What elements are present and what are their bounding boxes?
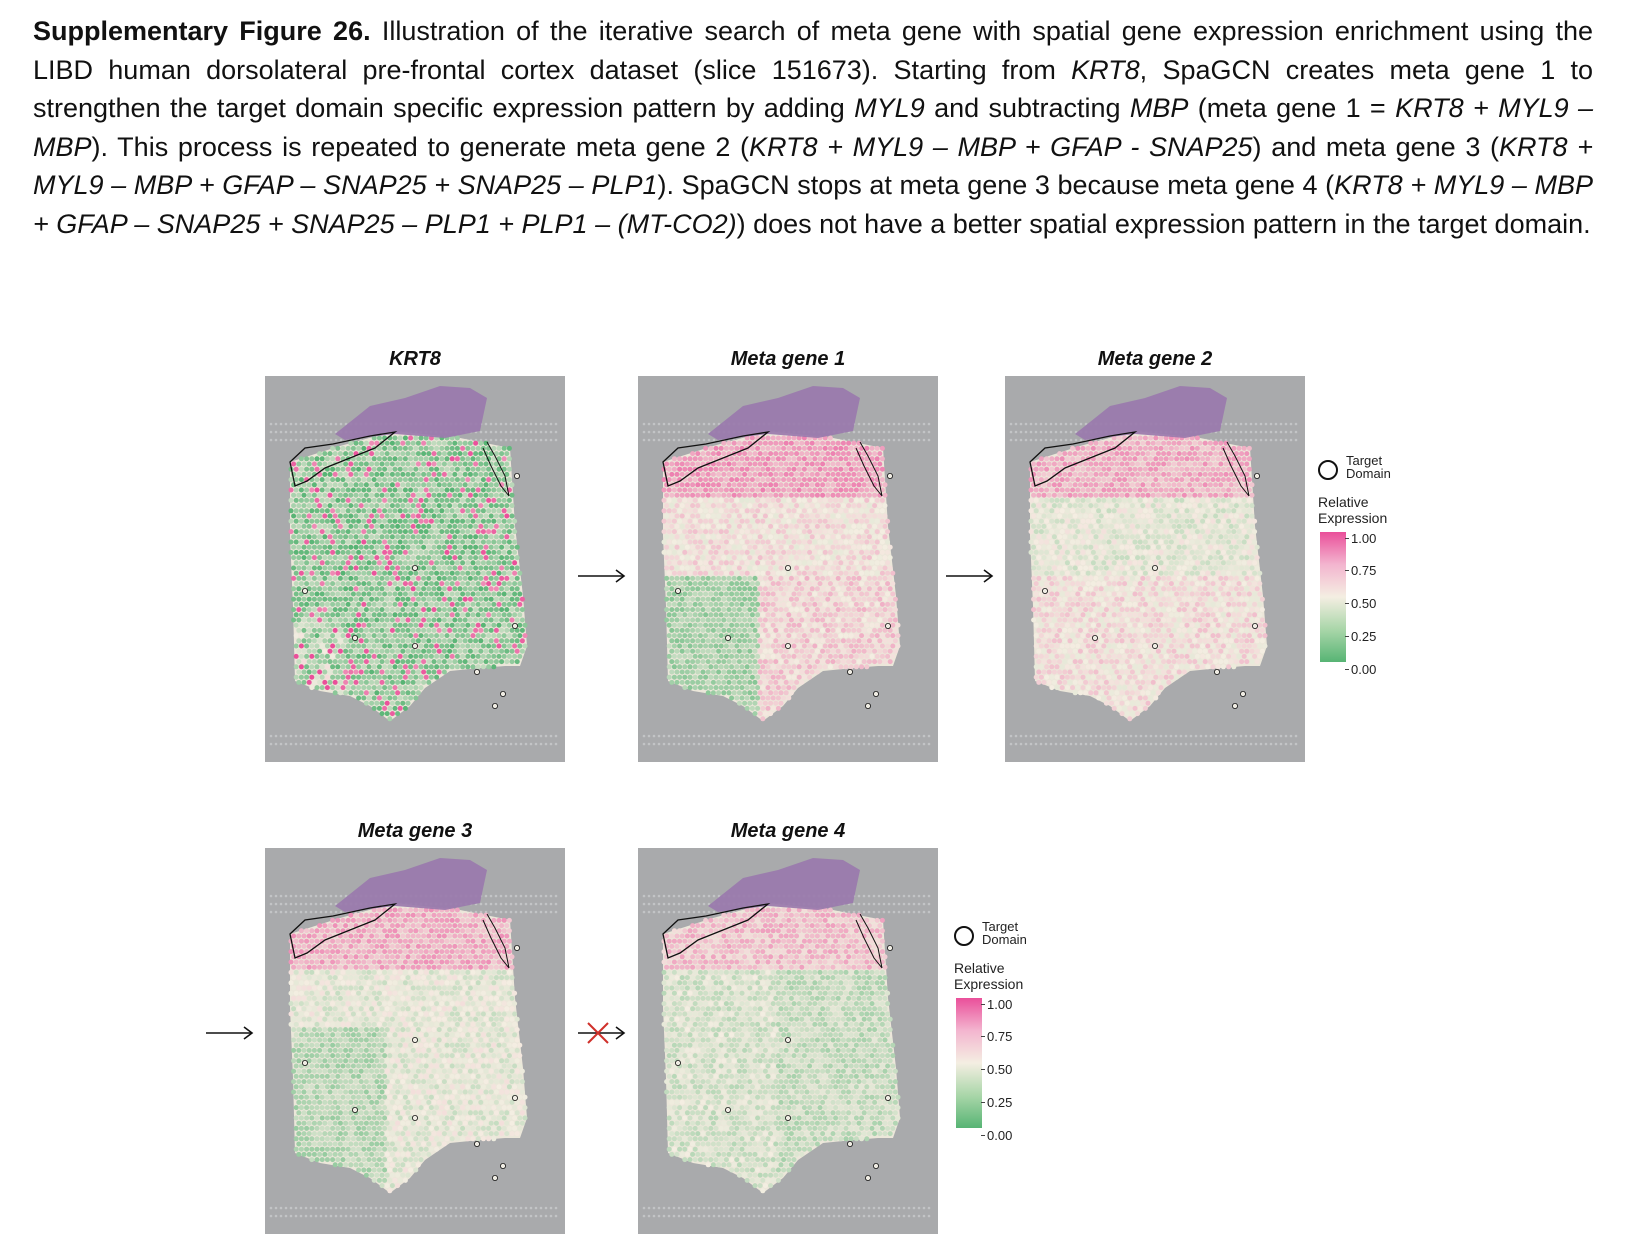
- colorbar-tick: 0.75: [1344, 563, 1377, 578]
- colorbar: [1320, 532, 1346, 662]
- right-arrow-icon: [206, 1026, 254, 1040]
- relative-expression-label: Relative Expression: [954, 960, 1074, 992]
- target-domain-circle-icon: [1318, 460, 1338, 480]
- legend-text: Expression: [954, 976, 1024, 992]
- tissue-map: [1009, 386, 1298, 746]
- tissue-map: [642, 858, 931, 1218]
- gene-name: KRT8: [1071, 54, 1140, 85]
- tissue-map: [269, 858, 558, 1218]
- spatial-plot-meta-gene-1: [638, 376, 938, 762]
- gene-formula: KRT8 + MYL9 – MBP + GFAP – SNAP25 + SNAP…: [33, 131, 1593, 201]
- panel-title-meta-gene-3: Meta gene 3: [357, 820, 473, 842]
- caption-text: ) and meta gene 3 (: [1252, 131, 1500, 162]
- tissue-map: [642, 386, 931, 746]
- panel-title-meta-gene-1: Meta gene 1: [730, 348, 846, 370]
- caption-text: and subtracting: [924, 93, 1130, 123]
- colorbar-tick: 0.00: [980, 1128, 1013, 1143]
- right-arrow-icon: [578, 569, 626, 583]
- figure-caption: Supplementary Figure 26. Illustration of…: [33, 12, 1593, 243]
- caption-text: , SpaGCN creates meta gene 1 to strength…: [33, 54, 1593, 124]
- caption-text: ). SpaGCN stops at meta gene 3 because m…: [657, 170, 1335, 200]
- panel-title-krt8: KRT8: [389, 348, 441, 370]
- legend-text: Domain: [982, 932, 1027, 947]
- gene-formula: KRT8 + MYL9 – MBP: [33, 93, 1593, 162]
- caption-label: Supplementary Figure 26.: [33, 16, 371, 46]
- tissue-map: [269, 386, 558, 746]
- colorbar-tick: 0.25: [980, 1095, 1013, 1110]
- legend-text: Relative: [954, 960, 1005, 976]
- legend-text: Target: [982, 919, 1019, 934]
- gene-name: MBP: [1129, 93, 1189, 123]
- gene-formula: KRT8 + MYL9 – MBP + GFAP - SNAP25: [749, 131, 1253, 162]
- caption-text: Illustration of the iterative search of …: [33, 16, 1593, 85]
- target-domain-label: Target Domain: [982, 920, 1027, 946]
- legend-text: Relative: [1318, 494, 1369, 510]
- legend-text: Target: [1346, 453, 1383, 468]
- right-arrow-icon: [946, 569, 994, 583]
- gene-formula: KRT8 + MYL9 – MBP + GFAP – SNAP25 + SNAP…: [33, 170, 1594, 239]
- gene-name: MYL9: [854, 93, 925, 123]
- colorbar-tick: 0.75: [980, 1029, 1013, 1044]
- legend-text: Domain: [1346, 466, 1391, 481]
- caption-text: (meta gene 1 =: [1188, 93, 1396, 123]
- colorbar: [956, 998, 982, 1128]
- colorbar-tick: 1.00: [1344, 531, 1377, 546]
- panel-title-meta-gene-2: Meta gene 2: [1097, 348, 1213, 370]
- target-domain-label: Target Domain: [1346, 454, 1391, 480]
- relative-expression-label: Relative Expression: [1318, 494, 1438, 526]
- caption-text: ) does not have a better spatial express…: [736, 208, 1591, 239]
- rejected-arrow-icon: [578, 1022, 626, 1044]
- spatial-plot-krt8: [265, 376, 565, 762]
- legend-text: Expression: [1318, 510, 1388, 526]
- target-domain-circle-icon: [954, 926, 974, 946]
- panel-title-meta-gene-4: Meta gene 4: [730, 820, 846, 842]
- colorbar-tick: 1.00: [980, 997, 1013, 1012]
- spatial-plot-meta-gene-3: [265, 848, 565, 1234]
- color-legend: Target Domain Relative Expression 1.00 0.7…: [1318, 454, 1438, 676]
- spatial-plot-meta-gene-4: [638, 848, 938, 1234]
- colorbar-tick: 0.50: [980, 1062, 1013, 1077]
- colorbar-tick: 0.25: [1344, 629, 1377, 644]
- spatial-plot-meta-gene-2: [1005, 376, 1305, 762]
- color-legend: Target Domain Relative Expression 1.00 0.7…: [954, 920, 1074, 1142]
- colorbar-tick: 0.50: [1344, 596, 1377, 611]
- caption-text: ). This process is repeated to generate …: [91, 131, 750, 162]
- colorbar-tick: 0.00: [1344, 662, 1377, 677]
